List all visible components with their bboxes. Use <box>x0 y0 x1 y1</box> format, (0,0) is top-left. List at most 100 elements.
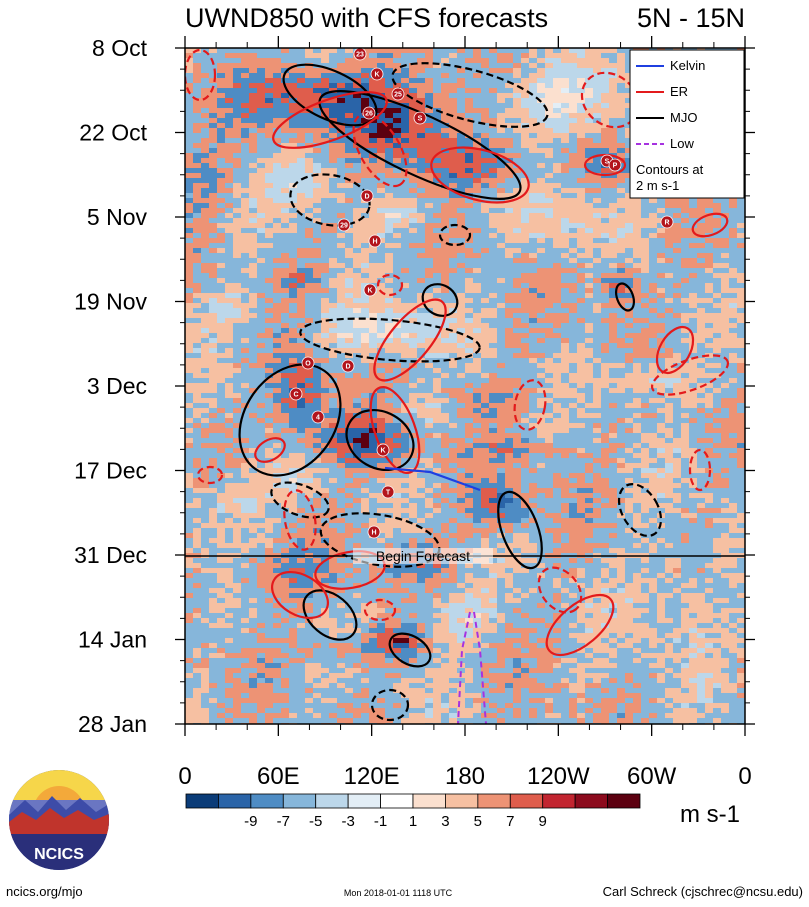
field-cell <box>393 213 402 219</box>
field-cell <box>657 248 666 254</box>
field-cell <box>377 333 386 339</box>
field-cell <box>649 223 658 229</box>
field-cell <box>617 93 626 99</box>
field-cell <box>321 283 330 289</box>
field-cell <box>481 328 490 334</box>
field-cell <box>281 58 290 64</box>
field-cell <box>297 198 306 204</box>
field-cell <box>233 343 242 349</box>
field-cell <box>537 223 546 229</box>
field-cell <box>489 218 498 224</box>
field-cell <box>665 308 674 314</box>
field-cell <box>473 248 482 254</box>
field-cell <box>377 78 386 84</box>
field-cell <box>249 348 258 354</box>
field-cell <box>489 168 498 174</box>
field-cell <box>497 103 506 109</box>
field-cell <box>641 278 650 284</box>
field-cell <box>705 228 714 234</box>
field-cell <box>537 243 546 249</box>
field-cell <box>377 298 386 304</box>
field-cell <box>441 138 450 144</box>
field-cell <box>553 193 562 199</box>
field-cell <box>369 348 378 354</box>
field-cell <box>233 128 242 134</box>
field-cell <box>313 333 322 339</box>
field-cell <box>265 98 274 104</box>
field-cell <box>553 238 562 244</box>
field-cell <box>601 303 610 309</box>
field-cell <box>225 83 234 89</box>
field-cell <box>609 218 618 224</box>
field-cell <box>289 283 298 289</box>
field-cell <box>497 298 506 304</box>
field-cell <box>217 268 226 274</box>
field-cell <box>681 238 690 244</box>
field-cell <box>433 193 442 199</box>
field-cell <box>265 68 274 74</box>
field-cell <box>569 358 578 364</box>
field-cell <box>529 233 538 239</box>
field-cell <box>457 148 466 154</box>
field-cell <box>553 348 562 354</box>
field-cell <box>553 173 562 179</box>
field-cell <box>377 203 386 209</box>
field-cell <box>545 293 554 299</box>
field-cell <box>305 278 314 284</box>
field-cell <box>353 338 362 344</box>
field-cell <box>201 378 210 384</box>
field-cell <box>265 238 274 244</box>
field-cell <box>689 198 698 204</box>
field-cell <box>305 283 314 289</box>
field-cell <box>433 153 442 159</box>
field-cell <box>313 158 322 164</box>
field-cell <box>249 363 258 369</box>
field-cell <box>217 63 226 69</box>
field-cell <box>361 268 370 274</box>
field-cell <box>737 348 745 354</box>
field-cell <box>697 263 706 269</box>
field-cell <box>233 58 242 64</box>
field-cell <box>369 378 378 384</box>
field-cell <box>729 338 738 344</box>
field-cell <box>353 63 362 69</box>
field-cell <box>505 168 514 174</box>
field-cell <box>417 223 426 229</box>
field-cell <box>321 63 330 69</box>
field-cell <box>521 263 530 269</box>
field-cell <box>329 163 338 169</box>
field-cell <box>497 188 506 194</box>
field-cell <box>529 313 538 319</box>
field-cell <box>473 213 482 219</box>
field-cell <box>689 253 698 259</box>
field-cell <box>233 288 242 294</box>
field-cell <box>585 393 594 399</box>
field-cell <box>257 253 266 259</box>
field-cell <box>577 358 586 364</box>
field-cell <box>601 253 610 259</box>
field-cell <box>529 93 538 99</box>
field-cell <box>393 168 402 174</box>
field-cell <box>457 268 466 274</box>
field-cell <box>201 348 210 354</box>
field-cell <box>385 393 394 399</box>
field-cell <box>217 198 226 204</box>
field-cell <box>601 223 610 229</box>
field-cell <box>353 348 362 354</box>
field-cell <box>217 83 226 89</box>
field-cell <box>617 193 626 199</box>
field-cell <box>657 318 666 324</box>
field-cell <box>233 138 242 144</box>
field-cell <box>473 333 482 339</box>
field-cell <box>425 208 434 214</box>
field-cell <box>393 308 402 314</box>
field-cell <box>537 133 546 139</box>
field-cell <box>449 73 458 79</box>
field-cell <box>537 248 546 254</box>
field-cell <box>545 288 554 294</box>
field-cell <box>649 248 658 254</box>
field-cell <box>377 138 386 144</box>
field-cell <box>521 73 530 79</box>
field-cell <box>633 393 642 399</box>
field-cell <box>281 158 290 164</box>
